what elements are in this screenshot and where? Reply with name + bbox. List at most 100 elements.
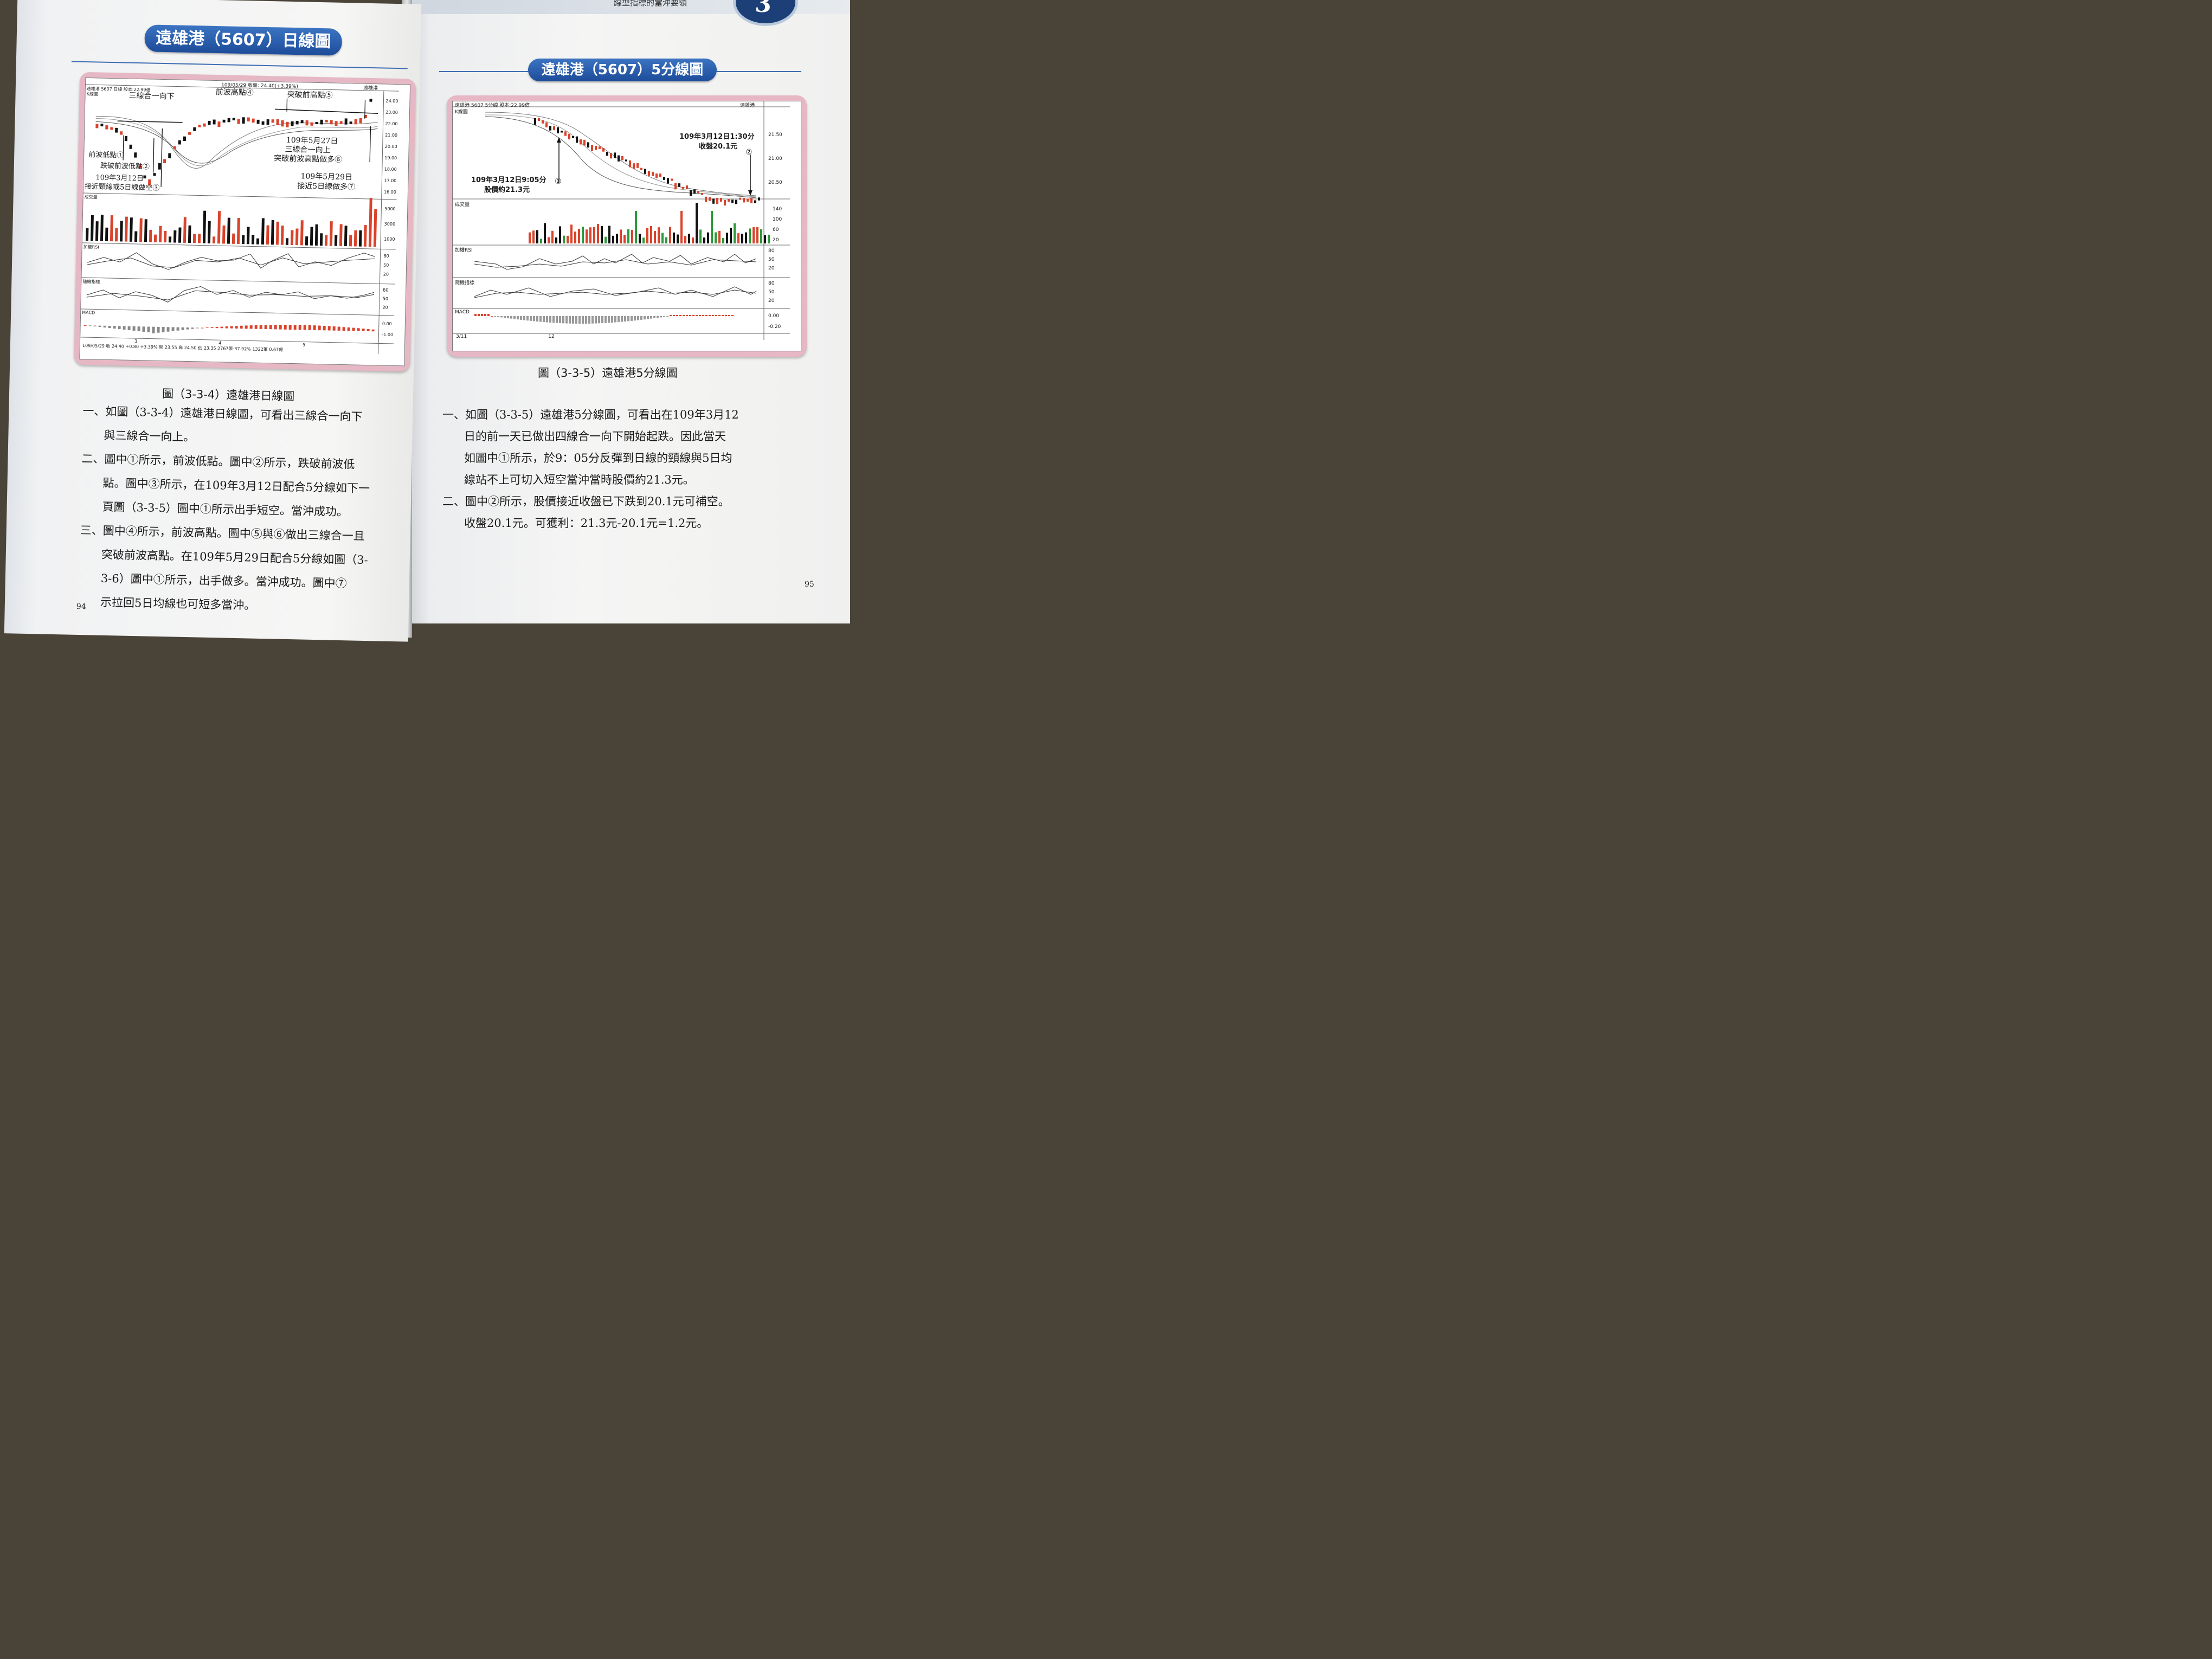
annot-prev-high: 前波高點④ [215, 88, 254, 98]
left-title: 遠雄港（5607）日線圖 [144, 24, 343, 56]
tick-label: 60 [773, 227, 779, 233]
right-page: 線型指標的當沖要領 3 遠雄港（5607）5分線圖 [408, 0, 850, 623]
tick-label: 80 [768, 281, 775, 286]
macd-bar [181, 327, 184, 330]
volume-bar [178, 227, 182, 243]
volume-bar [669, 227, 671, 243]
candle [595, 146, 597, 150]
tick-label: 50 [768, 257, 775, 262]
volume-bar [589, 227, 591, 243]
candle [731, 200, 734, 203]
candle [115, 127, 118, 133]
macd-bar [313, 325, 316, 330]
volume-bar [285, 238, 289, 245]
right-chart: 遠雄港 5607 5分線 股本:22.99億 遠雄港 K線圖 109年3月12日… [452, 101, 801, 351]
candle [359, 118, 362, 124]
macd-bar [323, 325, 326, 331]
volume-bar [578, 228, 580, 243]
volume-bar [95, 221, 99, 241]
macd-bar [201, 327, 204, 329]
candle [227, 118, 230, 123]
volume-bar [593, 227, 595, 243]
volume-bar [222, 225, 226, 244]
macd-bar [88, 325, 92, 326]
candle [621, 156, 623, 160]
macd-bar [171, 327, 175, 331]
candle [242, 117, 245, 124]
candle [580, 139, 582, 145]
macd-bar [526, 316, 529, 321]
candle [557, 127, 559, 133]
candle [232, 118, 235, 120]
intraday-candles [534, 118, 760, 205]
tick-label: 20 [382, 305, 388, 310]
candle [100, 124, 104, 127]
volume-bar [722, 237, 724, 243]
macd-bar [186, 327, 189, 330]
volume-bar [608, 226, 610, 243]
candle [701, 192, 703, 195]
intraday-rsi-line [474, 254, 757, 270]
left-chart: 109/05/29 收盤: 24.40(+3.39%) 遠雄港 遠雄港 5607… [79, 77, 411, 366]
macd-bar [634, 316, 636, 321]
left-chart-frame: 109/05/29 收盤: 24.40(+3.39%) 遠雄港 遠雄港 5607… [74, 72, 416, 372]
tick-label: 0.00 [768, 313, 780, 319]
volume-bar [570, 224, 573, 243]
candle [693, 189, 696, 194]
annot-break-high: 突破前高點⑤ [287, 90, 333, 100]
volume-bar [110, 215, 113, 242]
volume-bar [532, 230, 535, 243]
macd-bar [591, 316, 594, 324]
macd-bar [709, 315, 711, 316]
candle [686, 185, 688, 189]
right-rsi-label: 加權RSI [455, 248, 473, 253]
macd-bar [536, 316, 538, 322]
volume-bar [741, 234, 743, 243]
macd-bar [347, 327, 350, 331]
macd-bar [108, 325, 111, 329]
left-macd-ticks: 0.00 -1.00 [382, 319, 394, 340]
candle [276, 119, 279, 125]
tick-label: 18.00 [384, 166, 397, 172]
volume-bar [650, 226, 652, 243]
candle [705, 196, 707, 202]
tick-label: 20 [768, 266, 775, 271]
intraday-chart-svg [453, 101, 790, 340]
macd-bar [731, 315, 734, 316]
candle [606, 152, 608, 156]
volume-bar [631, 230, 633, 243]
macd-bar [562, 316, 564, 324]
body-line: 點。圖中③所示，在109年3月12日配合5分線如下一 [102, 476, 370, 496]
candle [143, 175, 146, 179]
candle [349, 121, 352, 124]
right-volume-ticks: 140 100 60 20 [773, 204, 782, 246]
candle [735, 200, 737, 204]
volume-bar [756, 227, 758, 243]
open-time-annotation: 109年3月12日9:05分 [471, 176, 546, 184]
volume-bar [726, 233, 728, 243]
annot-break-low: 跌破前波低點② [100, 162, 150, 171]
candle [671, 178, 673, 181]
macd-bar [689, 315, 691, 316]
macd-bar [520, 316, 522, 320]
candle [369, 99, 372, 102]
candle [252, 118, 255, 123]
body-line: 二、圖中②所示，股價接近收盤已下跌到20.1元可補空。 [442, 495, 730, 508]
daily-volume-bars [85, 198, 377, 247]
macd-bar [565, 316, 568, 324]
candle [712, 198, 715, 204]
candle [674, 183, 677, 190]
macd-bar [588, 316, 590, 324]
candle [261, 121, 265, 125]
macd-bar [533, 316, 535, 321]
macd-bar [647, 316, 649, 319]
volume-bar [601, 226, 603, 243]
macd-bar [728, 315, 730, 316]
candle [158, 163, 161, 170]
volume-bar [768, 234, 770, 243]
volume-bar [319, 233, 323, 246]
macd-bar [513, 316, 516, 319]
candle [237, 119, 240, 124]
body-line: 收盤20.1元。可獲利：21.3元-20.1元=1.2元。 [464, 517, 709, 530]
volume-bar [173, 230, 177, 243]
